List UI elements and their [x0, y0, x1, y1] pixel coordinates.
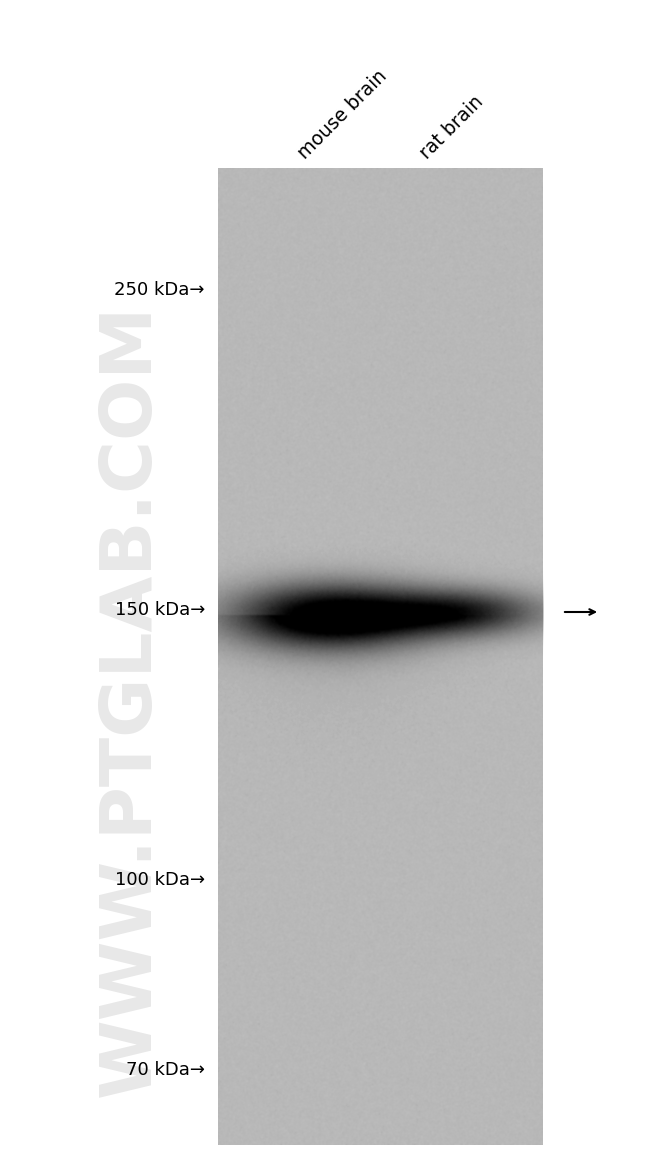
Text: 70 kDa→: 70 kDa→ [126, 1061, 205, 1079]
Text: WWW.PTGLAB.COM: WWW.PTGLAB.COM [96, 303, 164, 1097]
Text: 250 kDa→: 250 kDa→ [114, 281, 205, 299]
Text: 150 kDa→: 150 kDa→ [114, 601, 205, 619]
Text: mouse brain: mouse brain [294, 67, 391, 163]
Text: rat brain: rat brain [417, 93, 488, 163]
Text: 100 kDa→: 100 kDa→ [115, 871, 205, 889]
